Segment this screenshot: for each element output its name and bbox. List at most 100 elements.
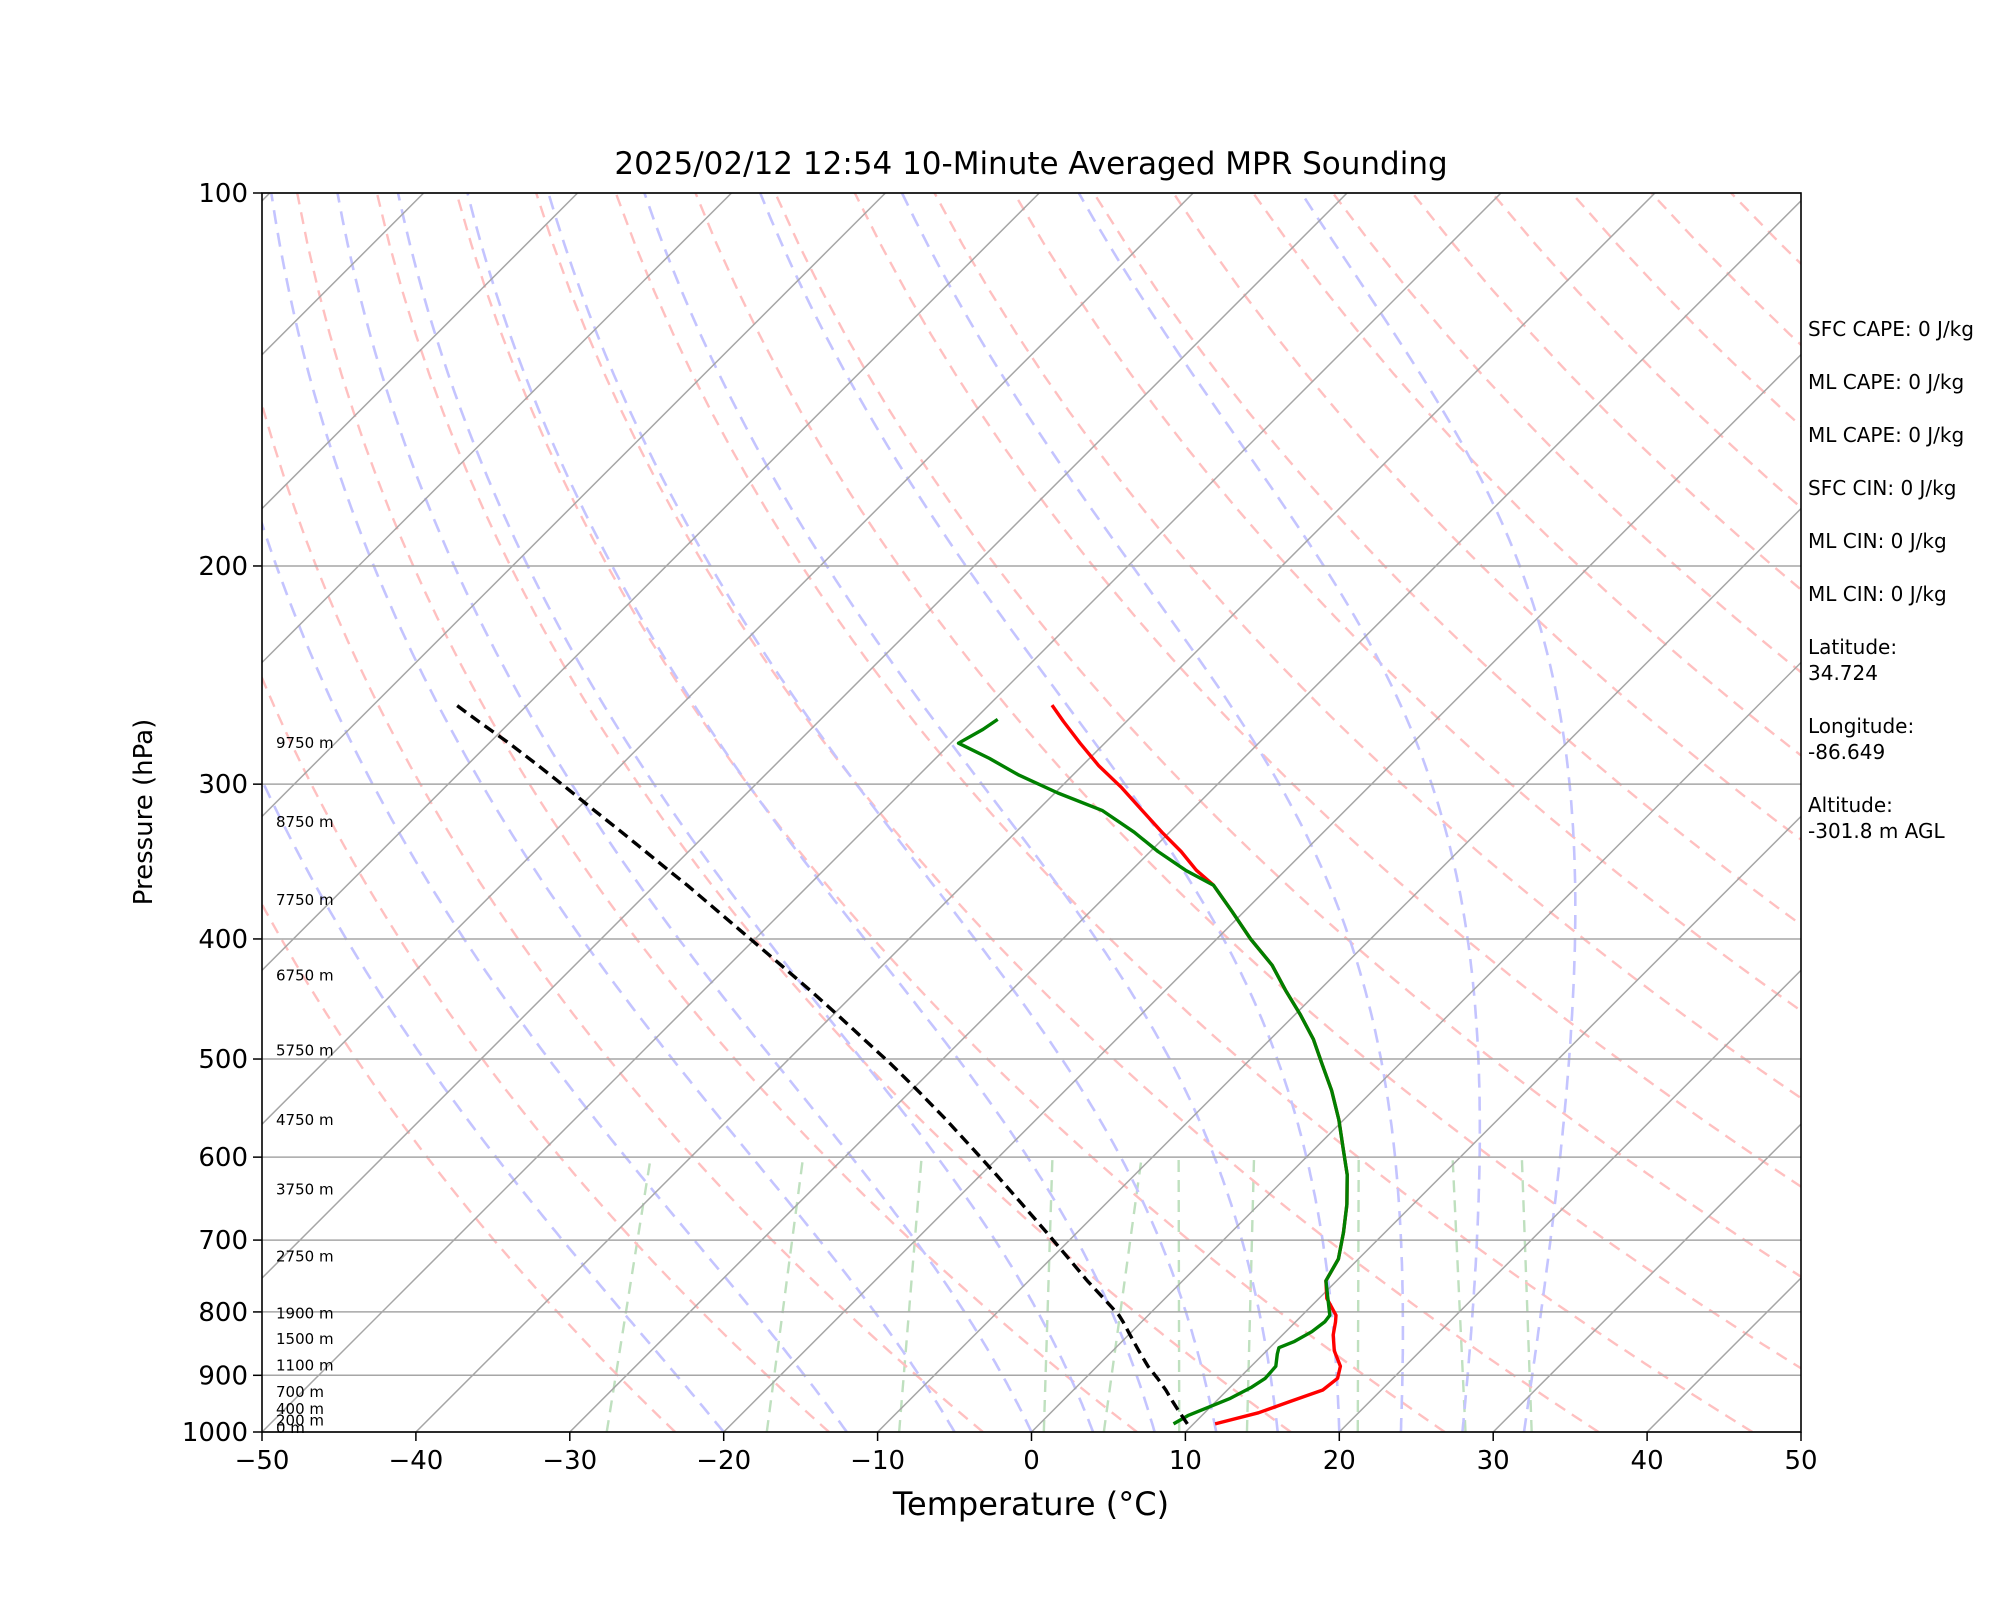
moist-adiabat — [262, 777, 725, 1432]
height-label: 8750 m — [276, 813, 334, 831]
isotherm — [877, 507, 1801, 1432]
y-tick-label: 100 — [198, 179, 248, 209]
isotherm — [723, 353, 1801, 1432]
mixing-ratio-line — [1177, 1157, 1181, 1432]
x-tick-label: −20 — [696, 1446, 751, 1476]
isotherm — [569, 199, 1801, 1432]
moist-adiabat — [758, 193, 1341, 1432]
x-axis: −50 −40 −30 −20 −10 0 10 20 30 40 50 — [235, 1432, 1818, 1476]
altitude-block: Altitude: -301.8 m AGL — [1808, 792, 1998, 844]
mixing-ratio-line — [897, 1157, 923, 1432]
sounding-parameters-panel: SFC CAPE: 0 J/kg ML CAPE: 0 J/kg ML CAPE… — [1808, 316, 1998, 871]
y-tick-label: 300 — [198, 770, 248, 800]
dry-adiabat — [1092, 193, 1801, 927]
height-label: 400 m — [276, 1400, 324, 1418]
height-label: 3750 m — [276, 1180, 334, 1198]
isotherm — [262, 193, 886, 818]
mixing-ratio-line — [1102, 1156, 1143, 1432]
dry-adiabat — [694, 193, 1801, 1370]
isotherm — [262, 193, 1502, 1432]
longitude-block: Longitude: -86.649 — [1808, 713, 1998, 765]
moist-adiabat — [396, 193, 1095, 1432]
x-tick-label: −50 — [235, 1446, 290, 1476]
pressure-gridlines — [262, 192, 1801, 1433]
height-label: 5750 m — [276, 1041, 334, 1059]
dry-adiabat — [262, 901, 677, 1432]
height-label: 6750 m — [276, 966, 334, 984]
y-tick-label: 700 — [198, 1226, 248, 1256]
mixing-ratio-line — [1520, 1157, 1533, 1432]
height-label: 7750 m — [276, 891, 334, 909]
mixing-ratio-line — [1245, 1157, 1256, 1432]
height-label: 9750 m — [276, 734, 334, 752]
dry-adiabat — [455, 193, 1446, 1432]
isotherm — [262, 193, 1040, 972]
temperature-profile-line — [1050, 704, 1349, 1426]
mixing-ratio-line — [1042, 1157, 1054, 1432]
isotherm — [1492, 1123, 1801, 1432]
dry-adiabat — [774, 193, 1801, 1279]
y-tick-label: 600 — [198, 1143, 248, 1173]
moist-adiabat — [1300, 193, 1577, 1432]
isotherm — [1338, 969, 1801, 1432]
x-axis-label: Temperature (°C) — [892, 1485, 1169, 1523]
y-tick-label: 900 — [198, 1361, 248, 1391]
y-tick-label: 500 — [198, 1045, 248, 1075]
y-axis-label: Pressure (hPa) — [129, 719, 159, 906]
isotherm — [262, 193, 1348, 1280]
dry-adiabat — [375, 193, 1292, 1432]
y-tick-label: 400 — [198, 925, 248, 955]
isotherm — [262, 193, 1194, 1126]
ml-cape-text-2: ML CAPE: 0 J/kg — [1808, 423, 1965, 447]
x-tick-label: 10 — [1169, 1446, 1202, 1476]
isotherm — [262, 193, 733, 664]
moist-adiabat — [336, 193, 1033, 1432]
height-label: 700 m — [276, 1383, 324, 1401]
mixing-ratio-line — [1451, 1157, 1467, 1432]
height-label: 1100 m — [276, 1357, 334, 1375]
height-label: 1500 m — [276, 1330, 334, 1348]
latitude-value: 34.724 — [1808, 661, 1878, 685]
dry-adiabat — [535, 193, 1600, 1432]
height-label: 200 m — [276, 1412, 324, 1430]
dry-adiabat — [1013, 193, 1801, 1013]
dry-adiabat — [853, 193, 1801, 1189]
y-tick-label: 1000 — [182, 1418, 248, 1448]
profile-lines — [455, 703, 1349, 1426]
height-label: 1900 m — [276, 1304, 334, 1322]
dry-adiabat — [614, 193, 1754, 1432]
isotherm — [1030, 661, 1801, 1432]
x-tick-label: 0 — [1023, 1446, 1040, 1476]
y-tick-label: 200 — [198, 552, 248, 582]
x-tick-label: 20 — [1323, 1446, 1356, 1476]
dewpoint-profile-line — [956, 717, 1349, 1426]
height-label: 4750 m — [276, 1111, 334, 1129]
y-tick-label: 800 — [198, 1298, 248, 1328]
isotherm — [0, 193, 116, 1432]
dry-adiabat — [296, 193, 1138, 1432]
x-tick-label: −40 — [388, 1446, 443, 1476]
moist-adiabat — [643, 193, 1279, 1432]
mixing-ratio-line — [1356, 1157, 1360, 1432]
x-tick-label: 50 — [1784, 1446, 1817, 1476]
dry-adiabat — [262, 674, 830, 1432]
x-tick-label: −10 — [850, 1446, 905, 1476]
longitude-label: Longitude: — [1808, 714, 1915, 738]
moist-adiabat — [1077, 193, 1482, 1432]
altitude-label: Altitude: — [1808, 793, 1893, 817]
chart-title: 2025/02/12 12:54 10-Minute Averaged MPR … — [614, 146, 1447, 182]
x-tick-label: 30 — [1477, 1446, 1510, 1476]
ml-cin-text-2: ML CIN: 0 J/kg — [1808, 582, 1947, 606]
dry-adiabat — [933, 193, 1801, 1100]
isotherm — [1184, 815, 1801, 1432]
mixing-ratio-line — [765, 1156, 805, 1432]
latitude-block: Latitude: 34.724 — [1808, 634, 1998, 686]
background-lines — [0, 193, 1801, 1432]
moist-adiabat — [900, 193, 1405, 1432]
ml-cin-text: ML CIN: 0 J/kg — [1808, 529, 1947, 553]
longitude-value: -86.649 — [1808, 740, 1886, 764]
parcel-profile-line — [455, 703, 1189, 1425]
latitude-label: Latitude: — [1808, 635, 1898, 659]
